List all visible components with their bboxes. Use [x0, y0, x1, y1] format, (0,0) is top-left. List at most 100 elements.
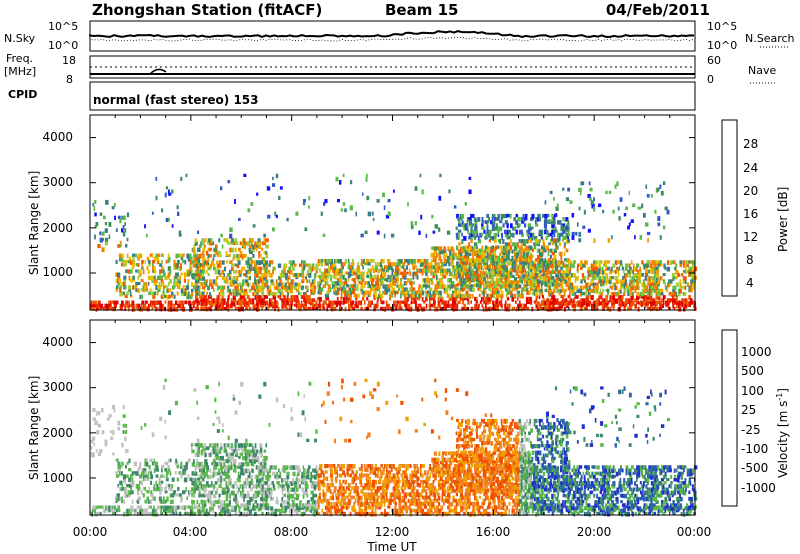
radar-cell: [455, 273, 458, 279]
radar-cell: [443, 259, 446, 264]
radar-cell: [183, 505, 186, 511]
radar-cell: [644, 282, 647, 287]
radar-cell: [311, 279, 315, 284]
radar-cell: [254, 273, 257, 277]
radar-cell: [525, 296, 530, 302]
radar-cell: [664, 282, 667, 287]
radar-cell: [193, 257, 196, 261]
radar-cell: [551, 269, 554, 274]
radar-cell: [458, 242, 461, 246]
radar-cell: [190, 291, 194, 297]
radar-cell: [654, 209, 657, 214]
radar-cell: [672, 511, 676, 516]
radar-cell: [261, 303, 265, 308]
radar-cell: [167, 189, 170, 194]
radar-cell: [264, 263, 268, 269]
radar-cell: [238, 508, 241, 513]
radar-cell: [374, 262, 377, 267]
radar-cell: [524, 239, 527, 244]
radar-cell: [261, 247, 264, 251]
radar-cell: [322, 306, 326, 311]
radar-cell: [158, 282, 161, 287]
radar-cell: [344, 208, 347, 213]
radar-cell: [540, 229, 544, 234]
radar-cell: [216, 250, 219, 255]
radar-cell: [345, 284, 350, 288]
radar-cell: [131, 278, 135, 283]
radar-cell: [598, 295, 601, 299]
radar-cell: [238, 257, 240, 261]
radar-cell: [528, 258, 532, 262]
radar-cell: [223, 273, 225, 277]
radar-cell: [333, 268, 336, 273]
radar-cell: [472, 273, 476, 278]
radar-cell: [470, 226, 473, 231]
radar-cell: [439, 246, 443, 251]
radar-cell: [116, 474, 119, 478]
radar-cell: [118, 471, 121, 477]
radar-cell: [653, 301, 657, 305]
radar-cell: [542, 273, 545, 277]
radar-cell: [196, 499, 199, 505]
radar-cell: [153, 300, 156, 306]
radar-cell: [551, 267, 555, 272]
radar-cell: [258, 298, 261, 302]
radar-cell: [108, 234, 111, 239]
radar-cell: [605, 301, 609, 306]
radar-cell: [598, 511, 601, 515]
radar-cell: [504, 300, 507, 305]
radar-cell: [229, 288, 232, 293]
radar-cell: [461, 306, 465, 311]
radar-cell: [488, 293, 492, 298]
radar-cell: [497, 267, 500, 272]
radar-cell: [666, 209, 670, 215]
radar-cell: [560, 223, 563, 227]
radar-cell: [159, 505, 162, 510]
radar-cell: [448, 293, 451, 299]
radar-cell: [549, 291, 552, 297]
radar-cell: [327, 303, 331, 308]
radar-cell: [468, 258, 471, 263]
radar-cell: [594, 273, 597, 277]
radar-cell: [167, 508, 171, 513]
radar-cell: [254, 279, 257, 285]
radar-cell: [421, 296, 424, 302]
radar-cell: [169, 300, 173, 305]
radar-cell: [556, 306, 559, 312]
radar-cell: [126, 461, 129, 465]
radar-cell: [539, 239, 542, 243]
radar-cell: [238, 306, 241, 312]
radar-cell: [211, 505, 214, 510]
radar-cell: [236, 291, 238, 297]
radar-cell: [674, 276, 678, 280]
radar-cell: [506, 249, 509, 254]
radar-cell: [272, 176, 274, 180]
radar-cell: [594, 260, 597, 264]
radar-cell: [396, 265, 400, 271]
radar-cell: [686, 301, 690, 306]
radar-cell: [459, 265, 464, 269]
radar-cell: [340, 274, 344, 279]
radar-cell: [196, 273, 199, 277]
radar-cell: [581, 291, 586, 296]
radar-cell: [652, 306, 656, 310]
radar-cell: [248, 247, 253, 253]
radar-cell: [136, 490, 140, 496]
radar-cell: [202, 468, 205, 473]
radar-cell: [187, 253, 190, 259]
radar-cell: [99, 237, 103, 243]
radar-cell: [488, 300, 491, 304]
radar-cell: [477, 505, 480, 509]
radar-cell: [193, 511, 197, 516]
radar-cell: [468, 265, 471, 270]
radar-cell: [473, 251, 477, 257]
radar-cell: [676, 282, 678, 287]
radar-cell: [373, 303, 376, 308]
radar-cell: [326, 306, 328, 312]
radar-cell: [174, 493, 178, 497]
radar-cell: [448, 271, 452, 277]
radar-cell: [566, 228, 568, 233]
radar-cell: [252, 224, 256, 228]
radar-cell: [132, 263, 136, 267]
radar-cell: [200, 282, 203, 286]
